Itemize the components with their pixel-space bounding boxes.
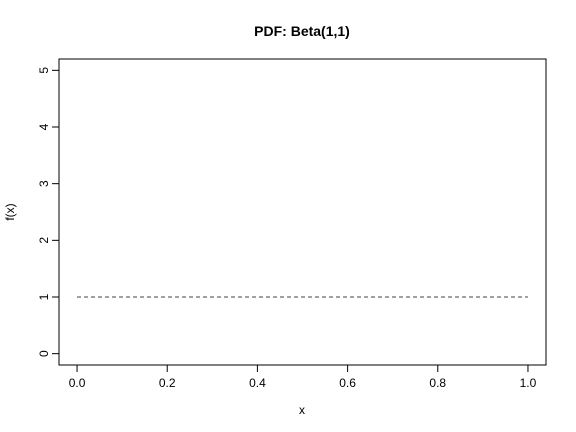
chart-title: PDF: Beta(1,1) (254, 23, 350, 39)
x-tick-label: 0.8 (429, 376, 446, 390)
x-tick-label: 1.0 (520, 376, 537, 390)
y-tick-label: 1 (37, 293, 51, 300)
x-axis-label: x (299, 403, 305, 417)
y-axis-label: f(x) (3, 203, 17, 220)
y-tick-label: 2 (37, 237, 51, 244)
x-tick-label: 0.2 (159, 376, 176, 390)
x-axis: 0.0 0.2 0.4 0.6 0.8 1.0 (69, 364, 537, 390)
x-tick-label: 0.4 (249, 376, 266, 390)
x-tick-label: 0.0 (69, 376, 86, 390)
x-tick-label: 0.6 (339, 376, 356, 390)
y-tick-label: 5 (37, 67, 51, 74)
plot-frame (58, 58, 547, 366)
y-tick-label: 4 (37, 123, 51, 130)
y-tick-label: 0 (37, 350, 51, 357)
y-axis: 0 1 2 3 4 5 (37, 67, 60, 357)
y-tick-label: 3 (37, 180, 51, 187)
